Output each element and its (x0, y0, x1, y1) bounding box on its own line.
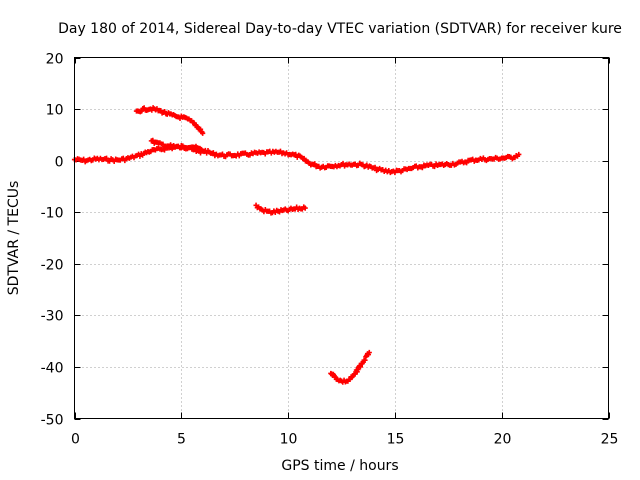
series-track-deep (328, 349, 372, 385)
data-point (366, 349, 372, 356)
chart-title: Day 180 of 2014, Sidereal Day-to-day VTE… (58, 21, 622, 37)
y-tick-label: 10 (46, 103, 64, 119)
plot-frame (74, 57, 609, 419)
data-point (357, 364, 364, 370)
x-tick-label: 25 (601, 432, 619, 448)
x-tick-label: 15 (387, 432, 405, 448)
series-track-bump (148, 137, 204, 156)
y-tick-label: -20 (41, 258, 64, 274)
x-tick-label: 5 (177, 432, 186, 448)
y-tick-label: -50 (41, 413, 64, 429)
data-point (516, 151, 522, 158)
series-track-upper (133, 105, 206, 136)
y-tick-label: -30 (41, 309, 64, 325)
y-tick-label: -40 (41, 361, 64, 377)
grid-lines (74, 57, 609, 419)
x-tick-label: 20 (494, 432, 512, 448)
data-point (210, 150, 216, 156)
x-tick-label: 0 (71, 432, 80, 448)
x-axis-label: GPS time / hours (281, 458, 398, 474)
x-tick-label: 10 (280, 432, 298, 448)
axis-ticks: 0 5 10 15 20 25 -50 -40 -30 -20 -10 0 10 20 (41, 52, 619, 448)
data-points (71, 105, 522, 385)
data-point (340, 160, 346, 167)
data-point (200, 130, 206, 136)
data-point (372, 164, 378, 170)
data-point (302, 205, 308, 211)
y-tick-label: 0 (55, 155, 64, 171)
y-tick-label: -10 (41, 206, 64, 222)
y-tick-label: 20 (46, 52, 64, 68)
y-axis-label: SDTVAR / TECUs (6, 181, 22, 296)
data-point (197, 150, 204, 156)
data-point (293, 151, 299, 157)
series-track-lower (253, 202, 308, 216)
data-point (419, 165, 425, 171)
data-point (150, 137, 156, 143)
data-point (362, 357, 368, 363)
data-point (103, 155, 110, 161)
series-track-main (71, 143, 522, 176)
data-point (312, 161, 318, 167)
